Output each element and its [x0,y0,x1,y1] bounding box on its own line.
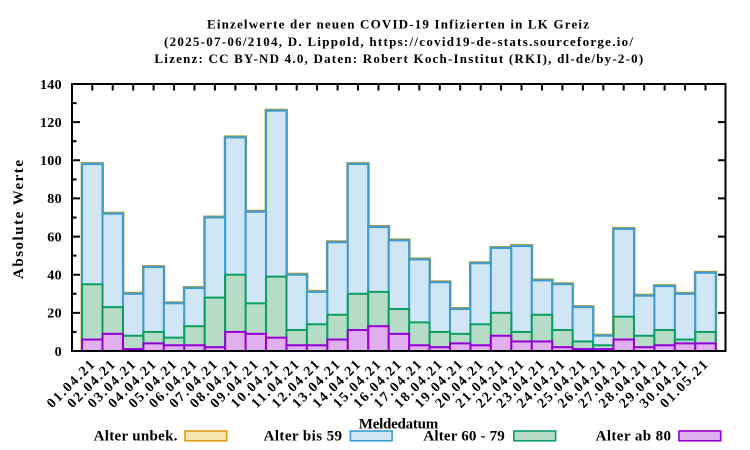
svg-text:Meldedatum: Meldedatum [359,417,439,433]
svg-text:60: 60 [47,230,61,245]
svg-text:Alter unbek.: Alter unbek. [94,429,178,445]
svg-text:Lizenz: CC BY-ND 4.0, Daten: R: Lizenz: CC BY-ND 4.0, Daten: Robert Koch… [154,51,643,66]
svg-text:20: 20 [47,307,61,322]
svg-text:40: 40 [47,269,61,284]
svg-text:Alter 60 - 79: Alter 60 - 79 [423,429,504,445]
svg-text:Alter bis 59: Alter bis 59 [264,429,342,445]
svg-text:Absolute Werte: Absolute Werte [11,160,27,279]
svg-text:Alter ab 80: Alter ab 80 [596,429,671,445]
svg-text:100: 100 [40,154,62,169]
svg-text:140: 140 [40,78,62,93]
svg-text:(2025-07-06/2104, D. Lippold,: (2025-07-06/2104, D. Lippold, https://co… [164,34,633,49]
svg-text:Einzelwerte der neuen COVID-19: Einzelwerte der neuen COVID-19 Infiziert… [207,16,589,31]
svg-text:80: 80 [47,192,61,207]
svg-text:120: 120 [40,116,62,131]
svg-text:0: 0 [55,345,62,360]
